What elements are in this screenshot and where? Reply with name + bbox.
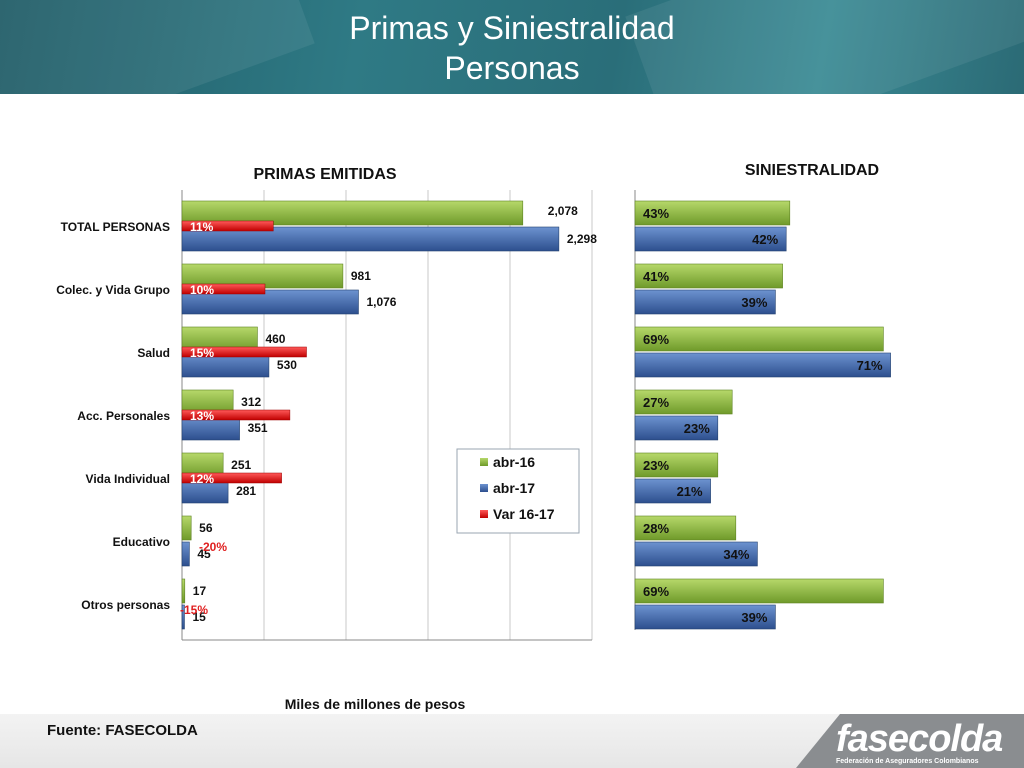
sin-label-abr17: 39% — [741, 295, 767, 310]
sin-label-abr16: 69% — [643, 584, 669, 599]
primas-category-label: Vida Individual — [86, 472, 170, 486]
primas-category-label: Acc. Personales — [77, 409, 170, 423]
bar-var — [181, 472, 282, 484]
source-value: FASECOLDA — [105, 722, 198, 739]
legend-label: abr-16 — [493, 454, 535, 470]
charts-area: PRIMAS EMITIDAS TOTAL PERSONAS 2,078 2,298 1… — [56, 162, 891, 712]
legend: abr-16 abr-17 Var 16-17 — [456, 448, 580, 534]
label-var: 12% — [190, 472, 214, 486]
bar-var — [181, 346, 307, 358]
sin-label-abr16: 28% — [643, 521, 669, 536]
sin-bar-abr16 — [634, 263, 783, 289]
sin-bar-abr17 — [634, 541, 758, 567]
label-abr17: 281 — [236, 484, 256, 498]
slide-subtitle: Personas — [444, 50, 580, 86]
label-var: -15% — [180, 603, 208, 617]
label-abr16: 981 — [351, 269, 371, 283]
sin-bar-abr17 — [634, 478, 711, 504]
label-var: 11% — [190, 220, 214, 234]
sin-bar-abr16 — [634, 200, 791, 226]
sin-label-abr17: 23% — [684, 421, 710, 436]
primas-x-axis-label: Miles de millones de pesos — [285, 696, 466, 712]
bar-var — [181, 283, 266, 295]
sin-label-abr16: 27% — [643, 395, 669, 410]
label-var: -20% — [199, 540, 227, 554]
slide-title: Primas y Siniestralidad — [349, 10, 675, 46]
legend-swatch — [480, 510, 488, 518]
legend-box — [456, 448, 580, 534]
sin-label-abr16: 23% — [643, 458, 669, 473]
sin-bar-abr16 — [634, 389, 733, 415]
sin-bar-abr17 — [634, 604, 776, 630]
label-abr16: 251 — [231, 458, 251, 472]
fasecolda-logo: fasecolda Federación de Aseguradores Col… — [796, 714, 1024, 768]
sin-label-abr17: 71% — [857, 358, 883, 373]
sin-label-abr17: 34% — [723, 547, 749, 562]
sin-bar-abr17 — [634, 352, 891, 378]
logo-subtitle: Federación de Aseguradores Colombianos — [836, 758, 979, 765]
sin-bar-abr17 — [634, 289, 776, 315]
primas-category-label: Educativo — [113, 535, 170, 549]
label-abr16: 17 — [193, 584, 207, 598]
sin-bar-abr16 — [634, 326, 884, 352]
label-abr17: 2,298 — [567, 232, 597, 246]
sin-bar-abr16 — [634, 452, 719, 478]
sin-label-abr16: 69% — [643, 332, 669, 347]
primas-category-label: Colec. y Vida Grupo — [56, 283, 170, 297]
primas-category-label: Salud — [137, 346, 170, 360]
label-abr17: 15 — [192, 610, 206, 624]
sin-label-abr17: 39% — [741, 610, 767, 625]
label-var: 10% — [190, 283, 214, 297]
sin-label-abr16: 43% — [643, 206, 669, 221]
legend-swatch — [480, 458, 488, 466]
label-var: 13% — [190, 409, 214, 423]
sin-bar-abr17 — [634, 226, 787, 252]
label-abr17: 351 — [248, 421, 268, 435]
sin-label-abr17: 42% — [752, 232, 778, 247]
label-var: 15% — [190, 346, 214, 360]
bar-abr16 — [181, 578, 186, 604]
source-note: Fuente: FASECOLDA — [47, 722, 198, 739]
bar-var — [181, 220, 274, 232]
legend-label: Var 16-17 — [493, 506, 555, 522]
siniestralidad-title: SINIESTRALIDAD — [745, 162, 879, 179]
legend-swatch — [480, 484, 488, 492]
label-abr17: 530 — [277, 358, 297, 372]
legend-label: abr-17 — [493, 480, 535, 496]
primas-category-label: Otros personas — [81, 598, 170, 612]
label-abr17: 1,076 — [366, 295, 396, 309]
bar-abr16 — [181, 515, 192, 541]
sin-bar-abr17 — [634, 415, 719, 441]
bar-abr17 — [181, 604, 185, 630]
slide-header: Primas y Siniestralidad Personas — [0, 0, 1024, 94]
primas-title: PRIMAS EMITIDAS — [253, 166, 396, 183]
sin-label-abr17: 21% — [677, 484, 703, 499]
label-abr16: 2,078 — [548, 204, 578, 218]
bar-abr17 — [181, 541, 190, 567]
sin-label-abr16: 41% — [643, 269, 669, 284]
logo-name: fasecolda — [836, 718, 1003, 760]
label-abr16: 56 — [199, 521, 213, 535]
sin-bar-abr16 — [634, 578, 884, 604]
label-abr17: 45 — [197, 547, 211, 561]
label-abr16: 312 — [241, 395, 261, 409]
source-label: Fuente: — [47, 722, 102, 739]
sin-bar-abr16 — [634, 515, 737, 541]
label-abr16: 460 — [265, 332, 285, 346]
bar-var — [181, 409, 291, 421]
primas-category-label: TOTAL PERSONAS — [61, 220, 170, 234]
